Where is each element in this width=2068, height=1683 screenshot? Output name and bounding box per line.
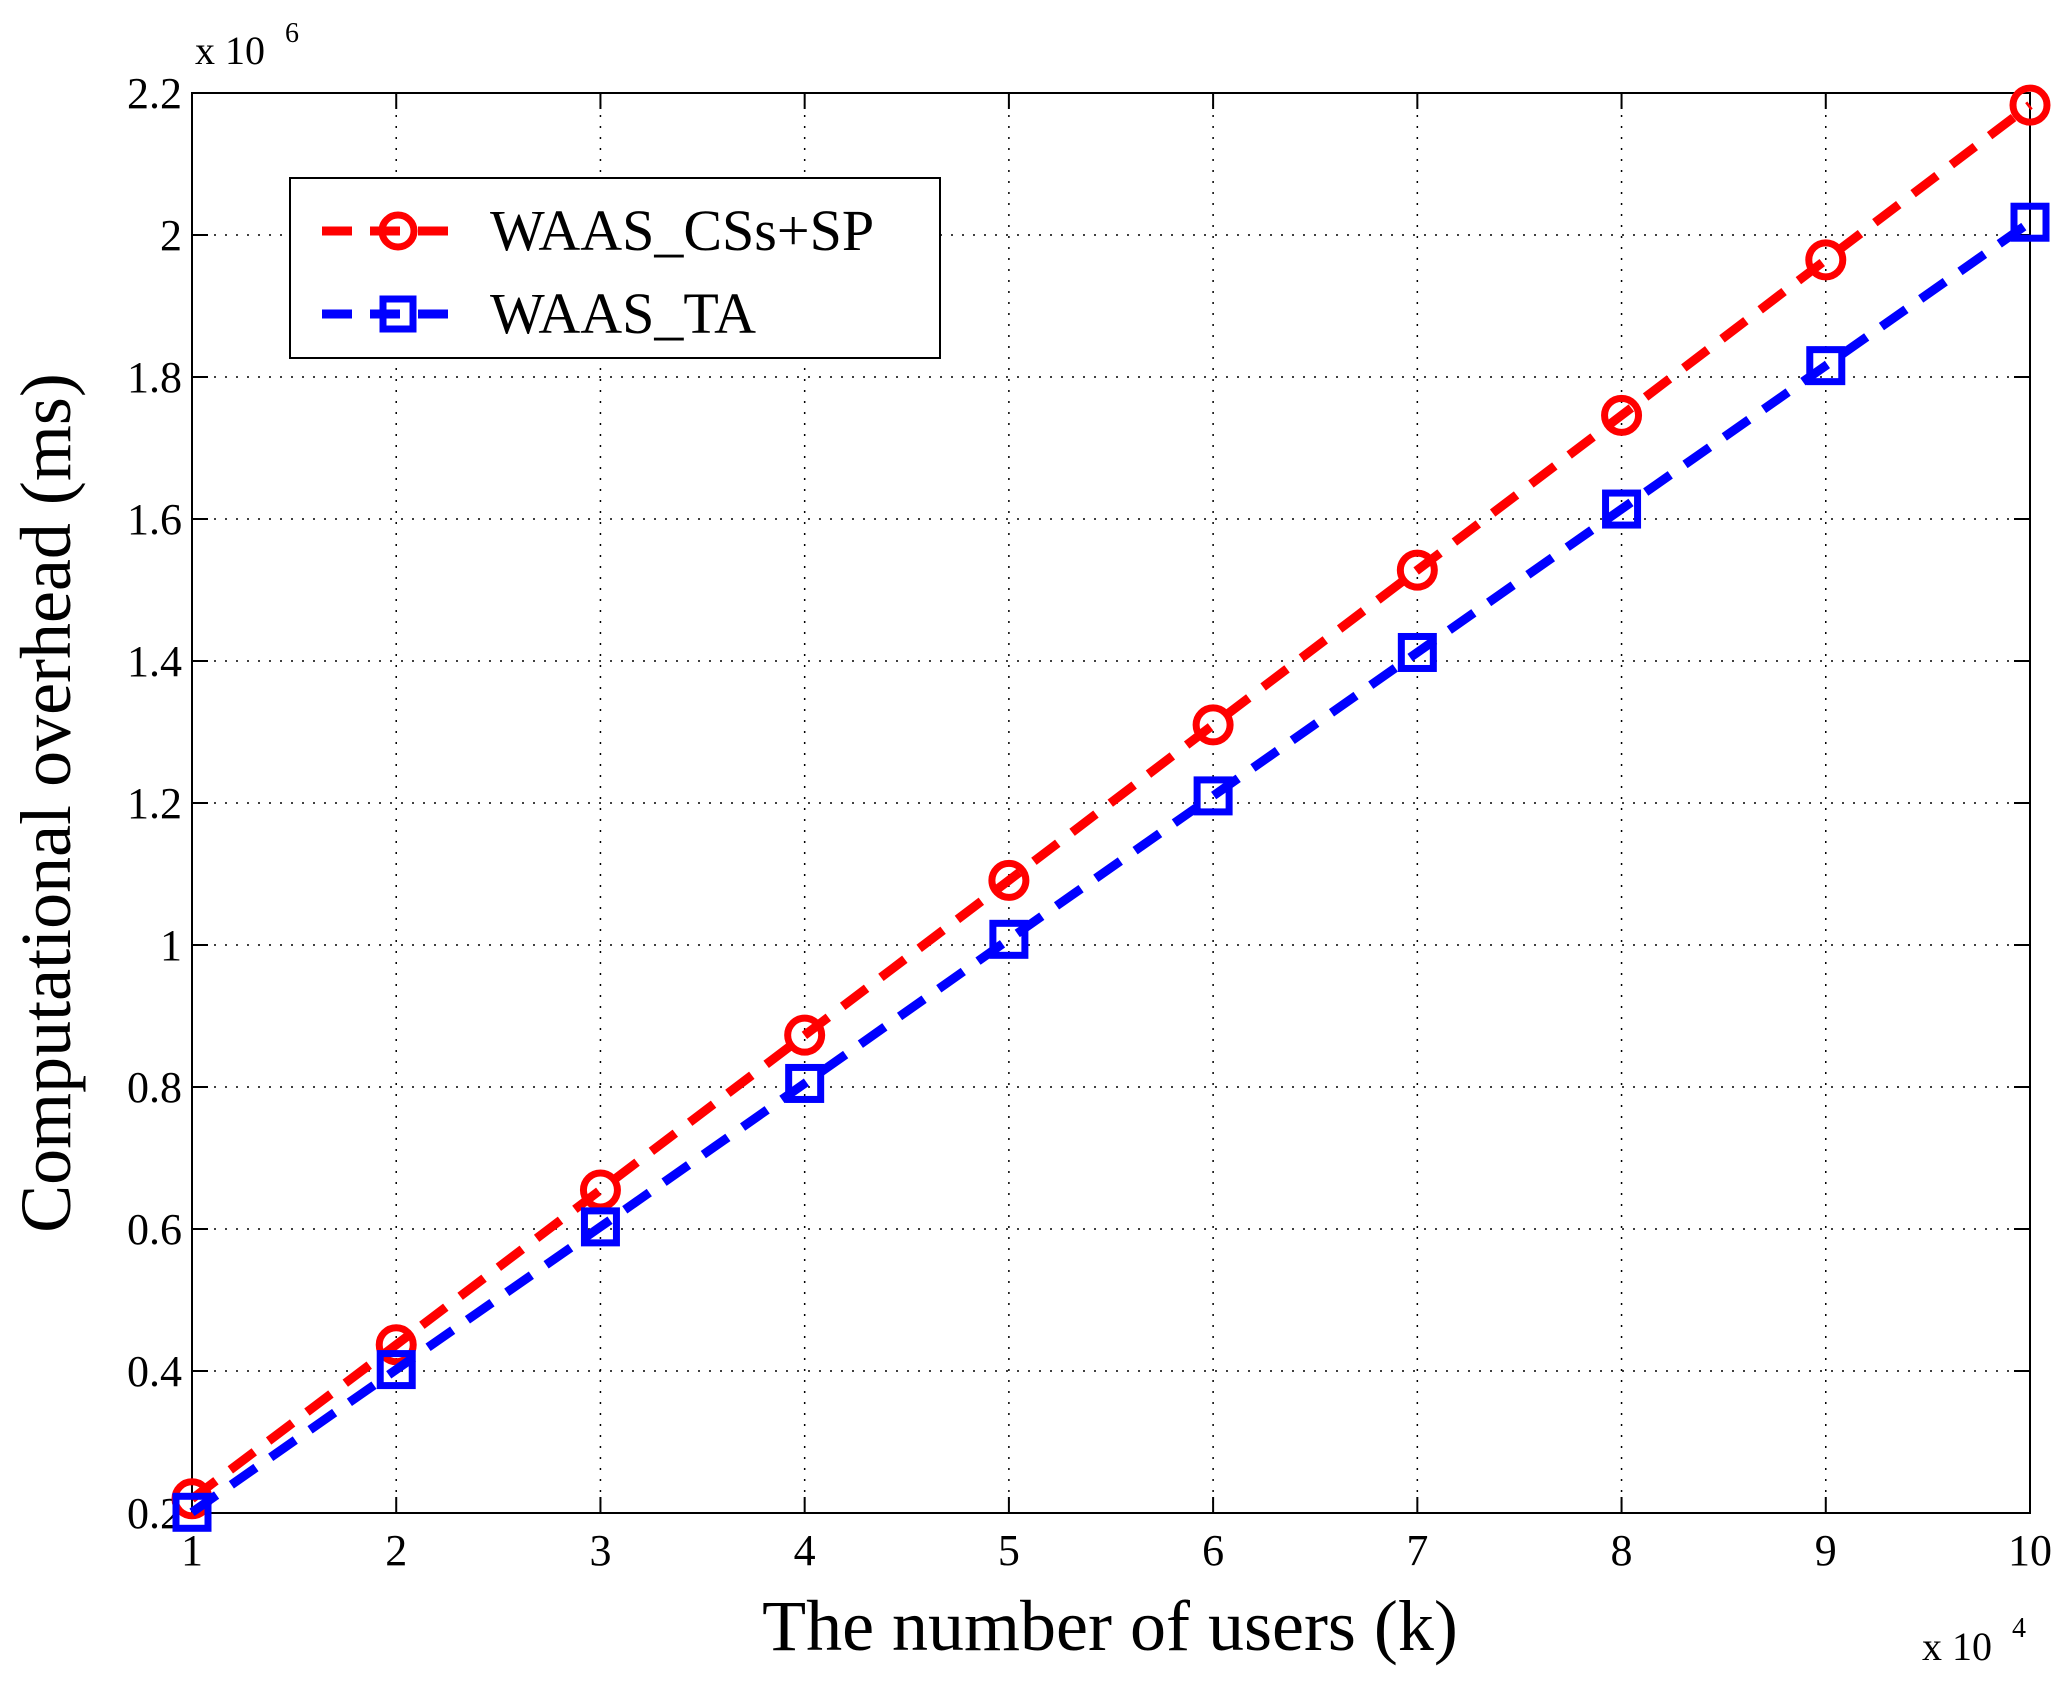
series-1-point bbox=[1806, 346, 1846, 386]
legend-marker-series-0 bbox=[378, 211, 418, 251]
x-tick-label: 1 bbox=[181, 1526, 203, 1575]
series-1-point bbox=[1602, 489, 1642, 529]
x-tick-label: 9 bbox=[1815, 1526, 1837, 1575]
legend-marker-series-1 bbox=[379, 295, 417, 333]
series-1-point bbox=[1193, 776, 1233, 816]
series-1-point bbox=[580, 1207, 620, 1247]
series-0-point bbox=[2009, 84, 2051, 126]
x-multiplier-base: x 10 bbox=[1922, 1624, 1992, 1669]
y-multiplier-base: x 10 bbox=[195, 28, 265, 73]
x-tick-label: 2 bbox=[385, 1526, 407, 1575]
y-tick-label: 0.4 bbox=[127, 1347, 182, 1396]
x-multiplier-exponent: 4 bbox=[2012, 1613, 2026, 1644]
series-0-point bbox=[784, 1014, 826, 1056]
series-0-point bbox=[1396, 549, 1438, 591]
series-0-point bbox=[1601, 394, 1643, 436]
x-tick-label: 4 bbox=[794, 1526, 816, 1575]
series-1-point bbox=[989, 919, 1029, 959]
x-tick-label: 5 bbox=[998, 1526, 1020, 1575]
y-tick-label: 2 bbox=[160, 211, 182, 260]
x-tick-label: 8 bbox=[1611, 1526, 1633, 1575]
x-tick-label: 6 bbox=[1202, 1526, 1224, 1575]
y-axis-label: Computational overhead (ms) bbox=[6, 373, 86, 1233]
x-tick-label: 3 bbox=[589, 1526, 611, 1575]
legend-label-series-0: WAAS_CSs+SP bbox=[490, 198, 874, 263]
series-1-point bbox=[2010, 202, 2050, 242]
y-tick-label: 1.4 bbox=[127, 637, 182, 686]
series-1-point bbox=[172, 1492, 212, 1532]
y-tick-label: 0.6 bbox=[127, 1205, 182, 1254]
y-tick-label: 0.8 bbox=[127, 1063, 182, 1112]
series-0-point bbox=[1192, 704, 1234, 746]
legend: WAAS_CSs+SP WAAS_TA bbox=[289, 177, 941, 359]
x-multiplier: x 10 4 bbox=[1922, 1613, 2026, 1669]
y-multiplier-exponent: 6 bbox=[285, 18, 299, 49]
x-tick-label: 10 bbox=[2008, 1526, 2052, 1575]
y-tick-label: 2.2 bbox=[127, 69, 182, 118]
series-0-point bbox=[1805, 239, 1847, 281]
series-line-0 bbox=[189, 101, 2033, 1503]
series-0-point bbox=[375, 1324, 417, 1366]
series-1-point bbox=[376, 1350, 416, 1390]
y-tick-label: 1.6 bbox=[127, 495, 182, 544]
y-tick-label: 1.2 bbox=[127, 779, 182, 828]
series-0-point bbox=[988, 859, 1030, 901]
x-axis-label: The number of users (k) bbox=[762, 1586, 1458, 1666]
series-layer bbox=[171, 84, 2051, 1532]
series-0-point bbox=[579, 1169, 621, 1211]
series-line-1 bbox=[189, 218, 2033, 1516]
x-tick-label: 7 bbox=[1406, 1526, 1428, 1575]
series-1-point bbox=[1397, 632, 1437, 672]
series-1-point bbox=[785, 1063, 825, 1103]
y-tick-label: 1.8 bbox=[127, 353, 182, 402]
ticks-layer: 1 2 3 4 5 6 7 8 9 100.20.40.60.811.21.41.61.822.2 bbox=[127, 69, 2052, 1575]
y-tick-label: 1 bbox=[160, 921, 182, 970]
y-multiplier: x 10 6 bbox=[195, 18, 299, 73]
legend-label-series-1: WAAS_TA bbox=[490, 281, 756, 346]
